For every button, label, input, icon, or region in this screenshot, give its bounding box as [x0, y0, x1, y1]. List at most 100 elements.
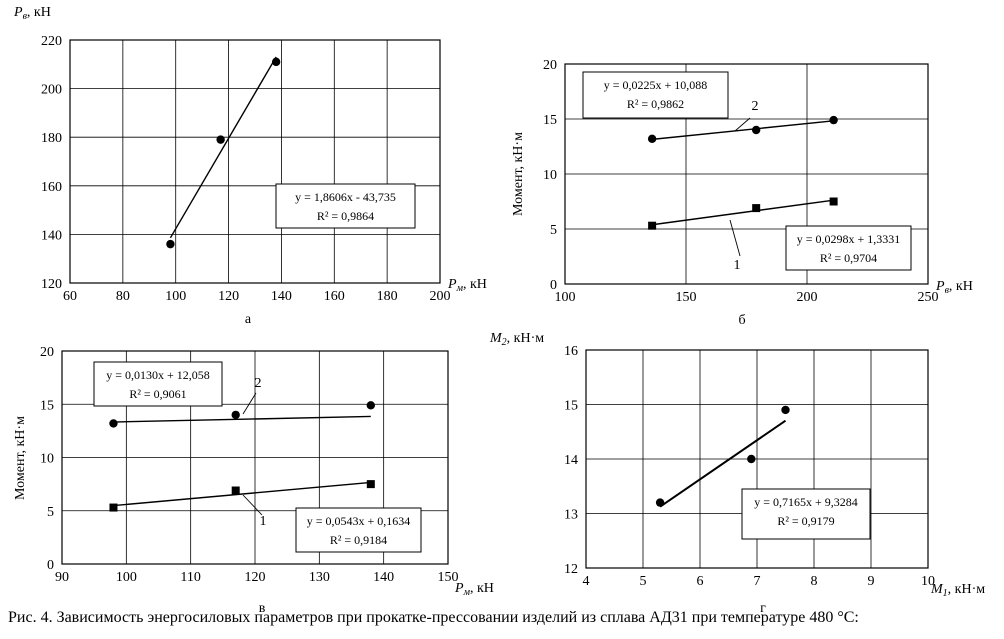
- r-squared-text: R² = 0,9061: [129, 387, 186, 401]
- series-label: 1: [260, 514, 267, 529]
- data-point-circle: [271, 57, 281, 67]
- x-tick-label: 100: [555, 290, 576, 305]
- data-point-square: [109, 503, 118, 512]
- x-tick-label: 80: [116, 289, 130, 304]
- series-label: 2: [752, 99, 759, 114]
- data-point-circle: [216, 135, 225, 144]
- x-tick-label: 150: [438, 570, 459, 585]
- series-label: 1: [734, 258, 741, 273]
- panel-label: в: [259, 601, 266, 616]
- r-squared-text: R² = 0,9179: [777, 514, 834, 528]
- x-axis-label: Pм, кН: [447, 277, 487, 294]
- y-tick-label: 180: [41, 131, 62, 146]
- equation-text: y = 0,0225x + 10,088: [604, 78, 708, 92]
- r-squared-text: R² = 0,9704: [820, 251, 877, 265]
- equation-text: y = 0,0130x + 12,058: [106, 368, 210, 382]
- y-tick-label: 10: [543, 168, 557, 183]
- figure-caption: Рис. 4. Зависимость энергосиловых параме…: [8, 609, 859, 626]
- data-point-square: [648, 221, 657, 230]
- x-tick-label: 100: [116, 570, 137, 585]
- x-tick-label: 100: [165, 289, 186, 304]
- x-tick-label: 10: [921, 574, 935, 589]
- y-tick-label: 200: [41, 83, 62, 98]
- x-tick-label: 4: [583, 574, 590, 589]
- y-axis-label: M2, кН·м: [489, 331, 544, 348]
- x-tick-label: 140: [373, 570, 394, 585]
- y-tick-label: 140: [41, 228, 62, 243]
- chart-panel-1: 100 150 200 250 0 5 10 15 20 Момент, кН·м Pв, кН б 2…: [511, 58, 973, 328]
- data-point-square: [752, 204, 761, 213]
- equation-text: y = 0,7165x + 9,3284: [754, 495, 858, 509]
- x-tick-label: 140: [271, 289, 292, 304]
- data-point-circle: [647, 134, 657, 143]
- x-tick-label: 200: [797, 290, 818, 305]
- trend-line: [113, 481, 371, 507]
- plot-frame: [564, 63, 929, 285]
- series-label-leader: [729, 219, 741, 257]
- data-point-circle: [366, 401, 375, 410]
- x-tick-label: 120: [245, 570, 266, 585]
- y-tick-label: 15: [40, 398, 54, 413]
- y-tick-label: 12: [564, 562, 578, 577]
- data-point-circle: [231, 410, 240, 420]
- series-label-leader: [242, 494, 263, 516]
- x-tick-label: 8: [811, 574, 818, 589]
- trend-line: [113, 415, 371, 423]
- chart-panel-3: 4 5 6 7 8 9 10 12 13 14 15 16 M2, кН·м M1, кН·м г y = 0…: [489, 331, 985, 616]
- x-tick-label: 90: [55, 570, 69, 585]
- y-tick-label: 20: [543, 58, 557, 73]
- data-point-circle: [109, 419, 118, 428]
- series-label: 2: [255, 376, 262, 391]
- plot-frame: [69, 39, 441, 284]
- x-tick-label: 7: [754, 574, 761, 589]
- equation-text: y = 0,0543x + 0,1634: [307, 514, 411, 528]
- y-tick-label: 13: [564, 508, 578, 523]
- equation-text: y = 1,8606x - 43,735: [295, 190, 396, 204]
- chart-panel-2: 90 100 110 120 130 140 150 0 5 10 15 20 Момент, кН·м…: [13, 345, 494, 616]
- y-tick-label: 15: [564, 399, 578, 414]
- y-tick-label: 20: [40, 345, 54, 360]
- trend-line: [652, 199, 834, 226]
- panel-label: г: [760, 601, 766, 616]
- x-tick-label: 6: [697, 574, 704, 589]
- x-tick-label: 130: [309, 570, 330, 585]
- y-tick-label: 0: [550, 278, 557, 293]
- x-tick-label: 9: [868, 574, 875, 589]
- y-tick-label: 16: [564, 344, 578, 359]
- r-squared-text: R² = 0,9864: [317, 209, 374, 223]
- y-tick-label: 220: [41, 34, 62, 49]
- trend-line: [652, 120, 834, 141]
- data-point-square: [231, 486, 240, 495]
- data-point-square: [366, 480, 375, 489]
- chart-panel-0: 60 80 100 120 140 160 180 200 120 140 160 180 200 220…: [13, 5, 487, 327]
- y-tick-label: 0: [47, 558, 54, 573]
- x-axis-label: Pм, кН: [454, 581, 494, 598]
- x-tick-label: 5: [640, 574, 647, 589]
- x-tick-label: 150: [676, 290, 697, 305]
- y-tick-label: 120: [41, 277, 62, 292]
- y-tick-label: 14: [564, 453, 578, 468]
- r-squared-text: R² = 0,9862: [627, 97, 684, 111]
- x-axis-label: M1, кН·м: [930, 582, 985, 599]
- equation-box: [295, 507, 422, 553]
- equation-box: [93, 361, 223, 407]
- x-tick-label: 180: [377, 289, 398, 304]
- data-point-circle: [781, 405, 790, 415]
- equation-box: [785, 225, 912, 271]
- x-axis-label: Pв, кН: [935, 279, 973, 296]
- y-tick-label: 160: [41, 180, 62, 195]
- y-tick-label: 5: [47, 505, 54, 520]
- data-point-circle: [751, 125, 761, 135]
- x-tick-label: 160: [324, 289, 345, 304]
- x-tick-label: 250: [918, 290, 939, 305]
- panel-label: б: [738, 313, 745, 328]
- plot-frame: [585, 349, 929, 569]
- data-point-circle: [166, 239, 175, 249]
- y-tick-label: 15: [543, 113, 557, 128]
- trend-line: [169, 56, 277, 239]
- data-point-square: [829, 197, 838, 206]
- plot-frame: [61, 350, 449, 565]
- x-tick-label: 110: [180, 570, 200, 585]
- panel-label: а: [245, 312, 252, 327]
